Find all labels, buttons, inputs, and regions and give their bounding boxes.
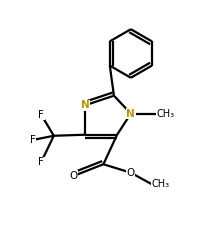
Text: F: F — [38, 157, 44, 167]
Text: F: F — [38, 110, 44, 120]
Text: N: N — [126, 109, 135, 119]
Text: CH₃: CH₃ — [152, 179, 170, 189]
Text: CH₃: CH₃ — [156, 109, 174, 119]
Text: N: N — [81, 100, 90, 110]
Text: O: O — [127, 168, 135, 178]
Text: F: F — [30, 135, 36, 145]
Text: O: O — [70, 171, 78, 181]
